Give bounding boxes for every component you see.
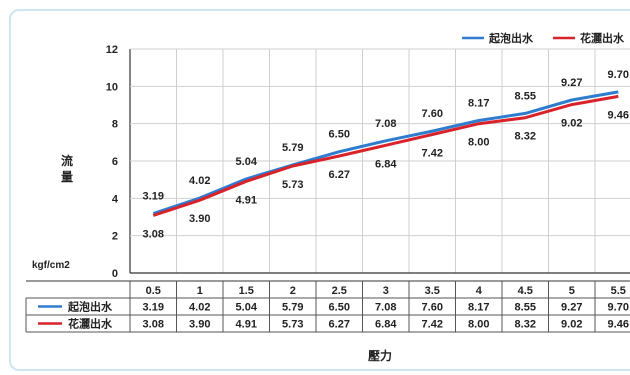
x-tick-label: 2.5 (332, 285, 347, 297)
table-cell: 8.17 (468, 302, 489, 314)
table-cell: 8.55 (515, 302, 536, 314)
x-tick-label: 0.5 (146, 285, 161, 297)
y-tick-label: 10 (106, 81, 118, 93)
table-series-name: 起泡出水 (67, 300, 113, 314)
unit-label: kgf/cm2 (32, 260, 70, 271)
x-tick-label: 5 (569, 285, 575, 297)
table-cell: 4.02 (189, 302, 210, 314)
data-label: 8.00 (468, 137, 489, 149)
data-label: 9.70 (608, 69, 629, 81)
data-label: 3.19 (143, 190, 164, 202)
y-tick-label: 8 (112, 119, 118, 131)
table-cell: 6.84 (375, 319, 397, 331)
x-axis-title: 壓力 (368, 348, 392, 363)
table-cell: 7.42 (422, 319, 443, 331)
data-label: 9.02 (561, 118, 582, 130)
x-tick-label: 4.5 (518, 285, 533, 297)
table-cell: 9.02 (561, 319, 582, 331)
series-line-2 (152, 94, 619, 217)
data-label: 6.84 (375, 158, 397, 170)
data-label: 9.46 (608, 109, 629, 121)
table-cell: 4.91 (236, 319, 257, 331)
data-label: 8.17 (468, 97, 489, 109)
x-tick-label: 1 (197, 285, 203, 297)
table-cell: 9.70 (608, 302, 629, 314)
data-label: 3.08 (143, 229, 164, 241)
table-cell: 8.32 (515, 319, 536, 331)
y-tick-label: 4 (112, 193, 119, 205)
data-label: 4.02 (189, 175, 210, 187)
y-tick-label: 0 (112, 268, 118, 280)
data-label: 7.42 (422, 147, 443, 159)
data-label: 4.91 (236, 194, 257, 206)
data-label: 7.08 (375, 118, 396, 130)
table-cell: 5.73 (282, 319, 303, 331)
data-label: 7.60 (422, 108, 443, 120)
y-axis-title-char: 量 (61, 170, 73, 184)
data-label: 6.50 (329, 129, 350, 141)
data-label: 6.27 (329, 169, 350, 181)
table-cell: 3.19 (143, 302, 164, 314)
x-tick-label: 2 (290, 285, 296, 297)
y-tick-label: 12 (106, 44, 118, 56)
table-cell: 5.79 (282, 302, 303, 314)
chart-card (9, 9, 630, 371)
table-cell: 7.08 (375, 302, 396, 314)
x-tick-label: 4 (476, 285, 483, 297)
data-label: 5.04 (236, 156, 258, 168)
x-tick-label: 1.5 (239, 285, 254, 297)
data-label: 5.79 (282, 142, 303, 154)
table-cell: 8.00 (468, 319, 489, 331)
table-cell: 6.50 (329, 302, 350, 314)
table-cell: 3.90 (189, 319, 210, 331)
x-tick-label: 3.5 (425, 285, 440, 297)
table-cell: 7.60 (422, 302, 443, 314)
x-tick-label: 5.5 (611, 285, 626, 297)
data-label: 8.55 (515, 90, 536, 102)
x-tick-label: 3 (383, 285, 389, 297)
table-cell: 9.46 (608, 319, 629, 331)
table-cell: 3.08 (143, 319, 164, 331)
data-label: 8.32 (515, 131, 536, 143)
table-series-name: 花灑出水 (68, 317, 113, 331)
table-cell: 5.04 (236, 302, 258, 314)
series-line-1 (152, 90, 619, 215)
data-label: 3.90 (189, 213, 210, 225)
legend-label: 花灑出水 (580, 31, 625, 45)
y-tick-label: 2 (112, 231, 118, 243)
table-cell: 9.27 (561, 302, 582, 314)
y-tick-label: 6 (112, 156, 118, 168)
y-axis-title-char: 流 (61, 153, 73, 168)
table-cell: 6.27 (329, 319, 350, 331)
data-label: 9.27 (561, 77, 582, 89)
legend-label: 起泡出水 (488, 31, 534, 45)
data-label: 5.73 (282, 179, 303, 191)
